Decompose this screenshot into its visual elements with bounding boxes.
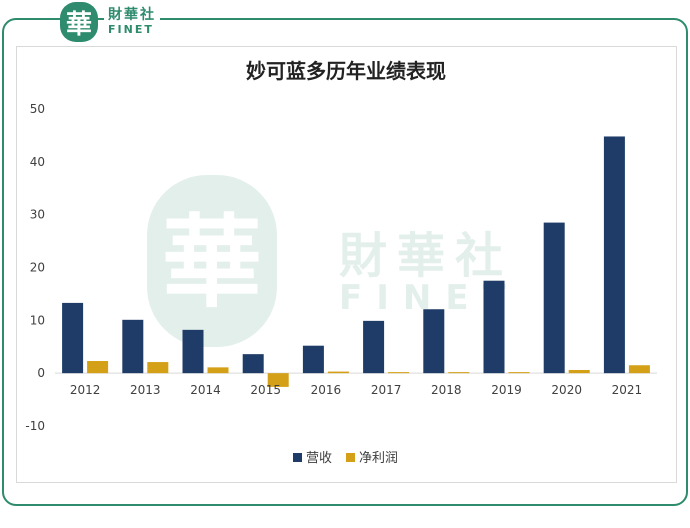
watermark-glyph: 華 <box>162 203 262 321</box>
y-tick-label: 40 <box>30 155 45 169</box>
chart-title: 妙可蓝多历年业绩表现 <box>246 59 446 83</box>
watermark-badge-icon <box>147 175 277 347</box>
chart-panel: 華 財華社 FINET 妙可蓝多历年业绩表现 -10 0 10 20 30 40 50 20… <box>16 46 677 483</box>
y-tick-label: -10 <box>25 419 45 433</box>
bar-revenue-2012 <box>62 302 84 374</box>
brand-name-cn: 財華社 <box>108 7 156 23</box>
x-tick-label: 2018 <box>431 383 462 397</box>
y-tick-label: 50 <box>30 102 45 116</box>
legend-swatch <box>293 453 302 462</box>
watermark: 華 財華社 FINET <box>147 175 520 347</box>
x-tick-label: 2016 <box>311 383 342 397</box>
bar-revenue-2013 <box>122 319 144 374</box>
bar-revenue-2018 <box>423 309 445 374</box>
x-tick-label: 2020 <box>551 383 582 397</box>
bar-net-profit-2015 <box>267 373 289 387</box>
watermark-name-cn: 財華社 <box>339 228 513 284</box>
y-tick-label: 10 <box>30 313 45 327</box>
y-tick-label: 0 <box>37 366 45 380</box>
legend-label: 净利润 <box>359 451 398 466</box>
y-tick-label: 30 <box>30 208 45 222</box>
finet-logo-icon: 華 <box>60 2 98 42</box>
bar-revenue-2017 <box>363 320 385 374</box>
bars <box>62 136 650 387</box>
brand-name-en: FINET <box>108 23 154 36</box>
x-tick-label: 2014 <box>190 383 221 397</box>
x-tick-label: 2017 <box>371 383 402 397</box>
brand-name: 財華社 FINET <box>104 8 160 35</box>
bar-revenue-2016 <box>302 345 324 374</box>
y-axis: -10 0 10 20 30 40 50 <box>25 102 45 433</box>
x-tick-label: 2013 <box>130 383 161 397</box>
x-tick-label: 2019 <box>491 383 522 397</box>
watermark-name-en: FINET <box>339 278 520 318</box>
bar-net-profit-2021 <box>628 365 650 374</box>
bar-revenue-2021 <box>603 136 625 374</box>
legend-label: 营收 <box>306 451 332 466</box>
legend: 营收 净利润 <box>293 451 398 466</box>
y-tick-label: 20 <box>30 261 45 275</box>
bar-net-profit-2016 <box>327 371 349 374</box>
bar-net-profit-2017 <box>388 372 410 374</box>
bar-revenue-2014 <box>182 329 204 374</box>
x-axis: 2012 2013 2014 2015 2016 2017 2018 2019 2020 2021 <box>70 383 642 397</box>
bar-net-profit-2018 <box>448 372 470 374</box>
bar-net-profit-2014 <box>207 367 229 374</box>
legend-swatch <box>346 453 355 462</box>
bar-chart: 華 財華社 FINET 妙可蓝多历年业绩表现 -10 0 10 20 30 40 50 20… <box>25 59 657 466</box>
x-tick-label: 2021 <box>612 383 643 397</box>
bar-net-profit-2013 <box>147 362 169 374</box>
bar-revenue-2019 <box>483 280 505 374</box>
bar-revenue-2020 <box>543 222 565 374</box>
bar-net-profit-2012 <box>87 361 109 374</box>
x-tick-label: 2012 <box>70 383 101 397</box>
bar-revenue-2015 <box>242 354 264 374</box>
x-tick-label: 2015 <box>250 383 281 397</box>
bar-net-profit-2020 <box>568 369 590 374</box>
bar-net-profit-2019 <box>508 372 530 374</box>
